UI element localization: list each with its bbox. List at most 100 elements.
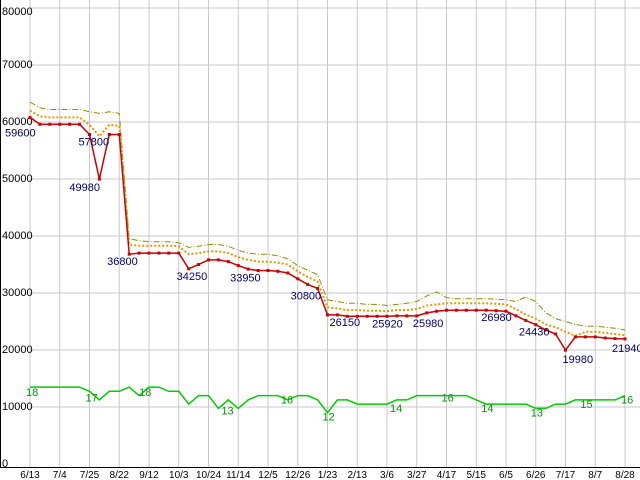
price-label: 57800 (79, 137, 110, 149)
y-axis-tick-label: 40000 (2, 230, 33, 242)
shop-count-label: 15 (580, 399, 592, 411)
x-axis-tick-label: 2/13 (348, 470, 368, 480)
series-marker (266, 269, 270, 272)
series-marker (504, 309, 508, 313)
series-marker (157, 251, 161, 255)
x-axis-tick-label: 9/12 (139, 470, 159, 480)
shop-count-label: 14 (390, 403, 402, 415)
shop-count-label: 18 (139, 387, 151, 399)
price-label: 24430 (519, 327, 550, 339)
y-axis-tick-label: 10000 (2, 401, 33, 413)
series-marker (306, 282, 310, 286)
shop-count-label: 16 (281, 395, 293, 407)
x-axis-tick-label: 8/28 (615, 470, 635, 480)
series-marker (216, 258, 220, 262)
y-axis-tick-label: 80000 (2, 6, 33, 18)
series-marker (97, 177, 101, 181)
x-axis-tick-label: 11/14 (226, 470, 251, 480)
x-axis-tick-label: 6/13 (20, 470, 40, 480)
price-label: 26980 (481, 312, 512, 324)
series-marker (187, 267, 191, 271)
y-axis-tick-label: 0 (2, 458, 8, 470)
series-marker (316, 286, 320, 290)
x-axis-tick-label: 10/24 (196, 470, 221, 480)
series-marker (623, 337, 627, 341)
series-marker (345, 314, 349, 318)
series-marker (524, 318, 528, 322)
x-axis-tick-label: 12/5 (258, 470, 278, 480)
price-label: 33950 (230, 272, 261, 284)
shop-count-label: 14 (481, 403, 493, 415)
price-label: 30800 (291, 290, 322, 302)
y-axis-tick-label: 50000 (2, 173, 33, 185)
price-label: 59600 (5, 127, 36, 139)
series-marker (88, 133, 91, 136)
x-axis-tick-label: 3/6 (380, 470, 394, 480)
x-axis-tick-label: 7/17 (556, 470, 576, 480)
series-marker (355, 314, 359, 318)
price-label: 36800 (107, 256, 138, 268)
price-label: 25980 (413, 318, 444, 330)
series-marker (107, 133, 111, 136)
y-axis-tick-label: 20000 (2, 344, 33, 356)
x-axis-tick-label: 10/3 (169, 470, 189, 480)
series-marker (326, 313, 329, 317)
series-marker (246, 267, 250, 271)
shop-count-label: 18 (26, 387, 38, 399)
series-marker (177, 251, 181, 255)
series-marker (564, 348, 567, 352)
series-marker (435, 309, 439, 313)
series-marker (514, 314, 518, 318)
series-marker (286, 271, 290, 275)
series-marker (544, 328, 548, 332)
price-label: 49980 (69, 182, 100, 194)
series-marker (127, 252, 131, 256)
series-marker (335, 313, 339, 317)
series-marker (573, 335, 577, 339)
x-axis-tick-label: 1/23 (318, 470, 338, 480)
series-marker (226, 260, 230, 264)
series-marker (28, 115, 32, 119)
series-avg-price (29, 109, 626, 337)
series-marker (78, 122, 82, 126)
x-axis-tick-label: 7/4 (53, 470, 67, 480)
series-marker (603, 336, 607, 340)
shop-count-label: 17 (86, 392, 98, 404)
price-label: 25920 (372, 318, 403, 330)
series-marker (38, 122, 42, 126)
x-axis-tick-label: 8/22 (110, 470, 130, 480)
x-axis-tick-label: 3/27 (407, 470, 427, 480)
x-axis-tick-label: 12/26 (285, 470, 310, 480)
series-marker (454, 308, 458, 312)
series-marker (474, 308, 478, 312)
x-axis-tick-label: 6/26 (526, 470, 546, 480)
series-marker (58, 122, 62, 126)
series-marker (385, 314, 389, 318)
shop-count-label: 12 (323, 412, 335, 424)
series-marker (365, 314, 369, 318)
series-marker (445, 308, 448, 312)
price-label: 21940 (612, 343, 640, 355)
price-label: 19980 (563, 354, 594, 366)
x-axis-tick-label: 6/5 (499, 470, 513, 480)
x-axis-tick-label: 4/17 (437, 470, 457, 480)
price-label: 26150 (330, 317, 361, 329)
series-num-shops (30, 386, 626, 414)
series-marker (68, 122, 72, 126)
series-marker (494, 309, 498, 313)
series-marker (415, 314, 419, 318)
x-axis-tick-label: 7/25 (80, 470, 100, 480)
series-marker (554, 332, 558, 336)
series-marker (464, 308, 468, 312)
series-marker (395, 314, 399, 318)
series-marker (375, 314, 379, 318)
series-marker (207, 258, 210, 262)
shop-count-label: 16 (621, 395, 633, 407)
series-marker (197, 263, 201, 266)
series-marker (117, 133, 121, 136)
series-marker (137, 251, 141, 255)
series-marker (48, 122, 52, 126)
series-marker (147, 251, 151, 255)
